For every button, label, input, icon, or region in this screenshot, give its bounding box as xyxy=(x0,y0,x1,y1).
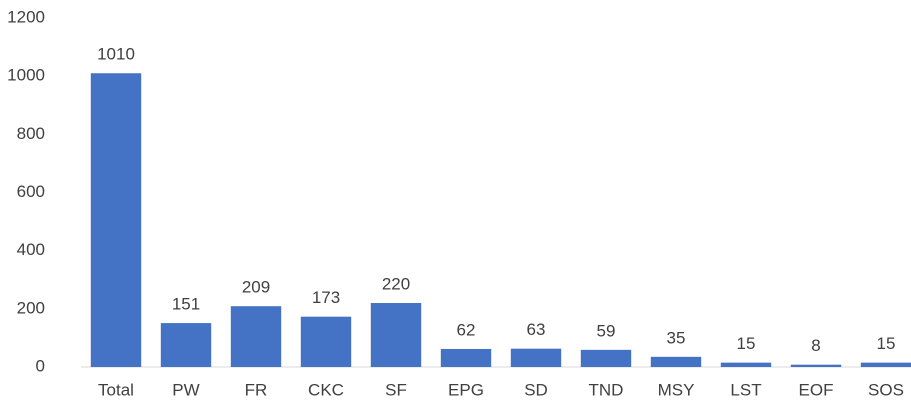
x-tick-label: EOF xyxy=(799,380,834,399)
bar xyxy=(720,362,772,367)
bar xyxy=(440,348,492,367)
data-label: 1010 xyxy=(97,45,135,64)
y-tick-label: 800 xyxy=(17,124,45,143)
data-label: 15 xyxy=(737,334,756,353)
bar xyxy=(160,323,212,367)
bar xyxy=(370,303,422,367)
y-tick-label: 600 xyxy=(17,182,45,201)
x-tick-label: TND xyxy=(589,380,624,399)
data-label: 209 xyxy=(242,278,270,297)
bar xyxy=(230,306,282,367)
bar xyxy=(650,356,702,367)
data-label: 151 xyxy=(172,295,200,314)
y-tick-label: 200 xyxy=(17,298,45,317)
data-label: 15 xyxy=(877,334,896,353)
bar xyxy=(90,73,142,367)
data-label: 59 xyxy=(597,321,616,340)
y-tick-label: 400 xyxy=(17,240,45,259)
data-label: 63 xyxy=(527,320,546,339)
bar xyxy=(580,349,632,367)
data-label: 8 xyxy=(811,336,820,355)
data-label: 173 xyxy=(312,288,340,307)
data-label: 35 xyxy=(667,328,686,347)
x-tick-label: LST xyxy=(730,380,761,399)
data-label: 62 xyxy=(457,320,476,339)
x-tick-label: SF xyxy=(385,380,407,399)
y-tick-label: 1200 xyxy=(7,7,45,26)
x-tick-label: CKC xyxy=(308,380,344,399)
data-label: 220 xyxy=(382,275,410,294)
bar xyxy=(860,362,911,367)
x-tick-label: SD xyxy=(524,380,548,399)
x-tick-label: MSY xyxy=(658,380,695,399)
bar xyxy=(300,316,352,367)
bar xyxy=(790,364,842,367)
x-tick-label: FR xyxy=(245,380,268,399)
y-tick-label: 0 xyxy=(36,356,45,375)
x-tick-label: PW xyxy=(172,380,199,399)
bar xyxy=(510,348,562,367)
y-tick-label: 1000 xyxy=(7,66,45,85)
x-tick-label: Total xyxy=(98,380,134,399)
x-tick-label: EPG xyxy=(448,380,484,399)
x-tick-label: SOS xyxy=(868,380,904,399)
